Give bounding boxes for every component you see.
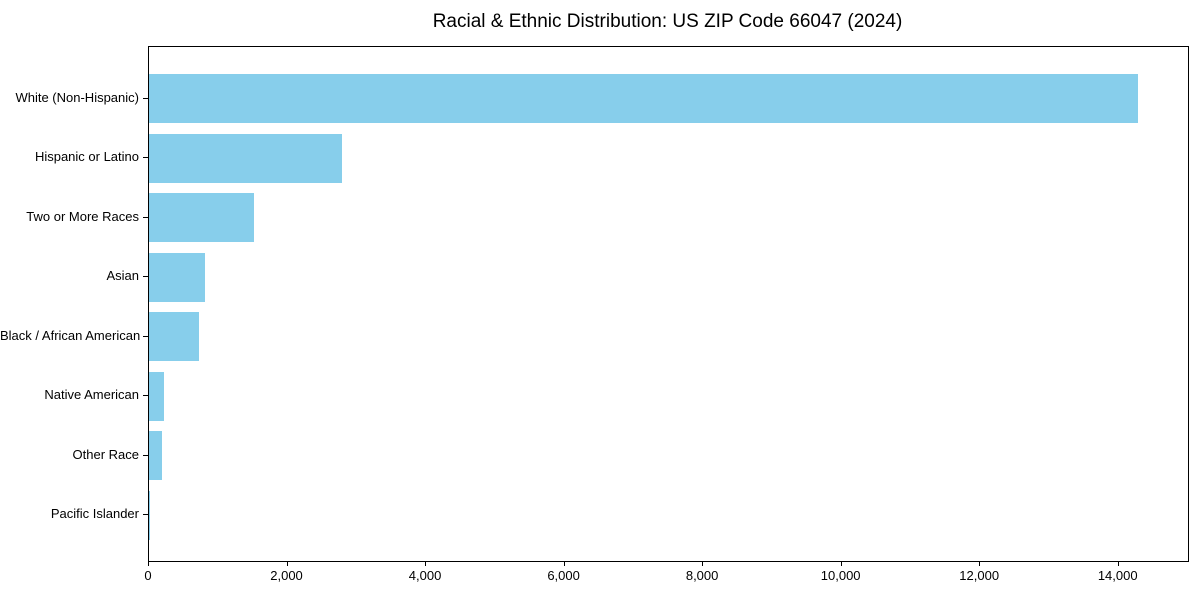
x-tick: [702, 561, 704, 566]
x-tick-label: 12,000: [959, 568, 1000, 583]
y-axis-label: Hispanic or Latino: [34, 149, 139, 165]
y-axis-label: Asian: [106, 268, 139, 284]
y-tick: [143, 216, 148, 218]
y-axis-label: Native American: [44, 387, 139, 403]
y-tick: [143, 395, 148, 397]
bar-pacific-islander: [149, 490, 151, 540]
x-tick: [148, 561, 149, 566]
x-tick: [563, 561, 565, 566]
x-tick: [840, 561, 842, 566]
x-tick-label: 8,000: [685, 568, 719, 583]
y-tick: [143, 157, 148, 159]
bar-other-race: [149, 431, 162, 481]
x-tick-label: 0: [144, 568, 152, 583]
y-tick: [143, 514, 148, 516]
x-tick-label: 14,000: [1097, 568, 1138, 583]
y-axis-label: Black / African American: [0, 327, 141, 343]
x-tick-label: 2,000: [270, 568, 303, 583]
x-tick-label: 6,000: [547, 568, 580, 583]
x-tick: [979, 561, 981, 566]
y-axis-label: Other Race: [72, 446, 139, 462]
bar-two-or-more-races: [149, 193, 254, 243]
y-tick: [143, 335, 148, 337]
bar-hispanic-or-latino: [149, 133, 343, 183]
y-axis-label: Pacific Islander: [50, 506, 139, 522]
bar-native-american: [149, 371, 164, 421]
x-tick-label: 10,000: [820, 568, 861, 583]
y-axis-label: White (Non-Hispanic): [15, 89, 139, 105]
bar-asian: [149, 252, 206, 302]
bar-black-african-american: [149, 312, 199, 362]
y-axis-label: Two or More Races: [26, 208, 139, 224]
bar-white-non-hispanic: [149, 74, 1139, 123]
y-tick: [143, 276, 148, 278]
y-tick: [143, 97, 148, 99]
x-tick: [286, 561, 288, 566]
x-tick: [1117, 561, 1119, 566]
x-tick-label: 4,000: [408, 568, 442, 583]
x-tick: [425, 561, 427, 566]
y-tick: [143, 454, 148, 456]
chart-title: Racial & Ethnic Distribution: US ZIP Cod…: [432, 11, 903, 32]
plot-area: [148, 46, 1189, 562]
